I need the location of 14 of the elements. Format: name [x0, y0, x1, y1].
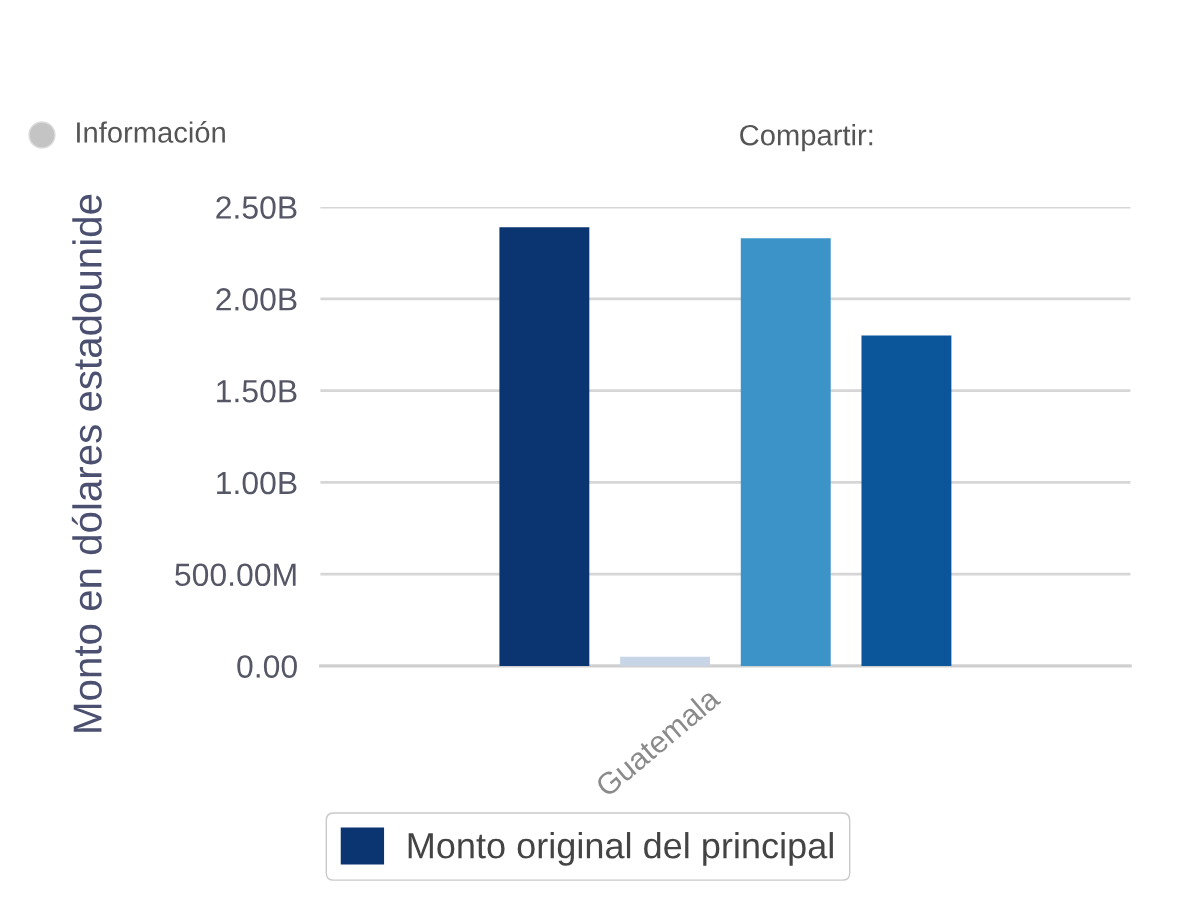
y-tick-label: 2.00B — [216, 288, 297, 311]
legend-label: Monto original del principal — [408, 832, 833, 866]
text: Compartir: — [740, 124, 873, 152]
text: Información — [77, 121, 225, 143]
y-tick-label: 500.00M — [175, 563, 296, 587]
y-tick-label: 0.00 — [237, 655, 297, 678]
bar — [499, 227, 590, 666]
bar — [861, 335, 952, 666]
y-tick-label: 2.50B — [216, 196, 297, 219]
y-tick-label: 1.50B — [217, 379, 297, 403]
y-axis-title: Monto en dólares estadounide — [71, 194, 102, 732]
y-tick-label: 1.00B — [217, 471, 297, 495]
bar — [740, 238, 831, 666]
bar — [620, 656, 711, 666]
